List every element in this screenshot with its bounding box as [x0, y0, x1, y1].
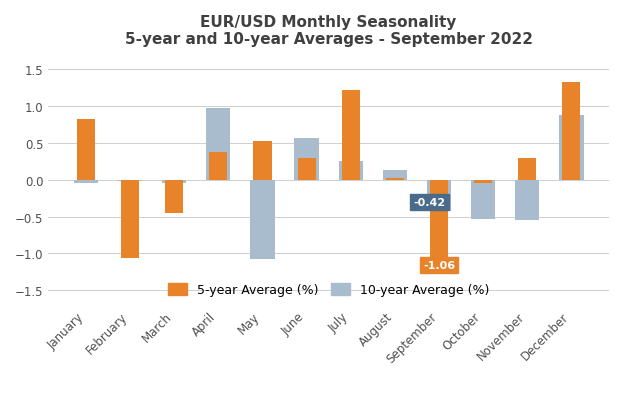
Bar: [559, 116, 583, 180]
Bar: [518, 158, 537, 180]
Bar: [209, 153, 228, 180]
Bar: [298, 158, 316, 180]
Bar: [471, 180, 495, 219]
Bar: [295, 138, 319, 180]
Bar: [386, 178, 404, 180]
Bar: [206, 108, 230, 180]
Bar: [253, 142, 271, 180]
Bar: [162, 180, 187, 183]
Bar: [74, 180, 98, 184]
Bar: [250, 180, 275, 260]
Bar: [562, 83, 580, 180]
Bar: [121, 180, 139, 258]
Text: -0.42: -0.42: [414, 198, 446, 207]
Legend: 5-year Average (%), 10-year Average (%): 5-year Average (%), 10-year Average (%): [163, 279, 494, 301]
Bar: [339, 162, 363, 180]
Bar: [515, 180, 539, 221]
Bar: [427, 180, 451, 211]
Bar: [77, 119, 95, 180]
Bar: [342, 91, 360, 180]
Bar: [474, 180, 492, 183]
Bar: [383, 171, 407, 180]
Title: EUR/USD Monthly Seasonality
5-year and 10-year Averages - September 2022: EUR/USD Monthly Seasonality 5-year and 1…: [125, 15, 533, 47]
Bar: [430, 180, 448, 258]
Bar: [165, 180, 183, 213]
Bar: [118, 180, 142, 182]
Text: -1.06: -1.06: [423, 261, 455, 270]
